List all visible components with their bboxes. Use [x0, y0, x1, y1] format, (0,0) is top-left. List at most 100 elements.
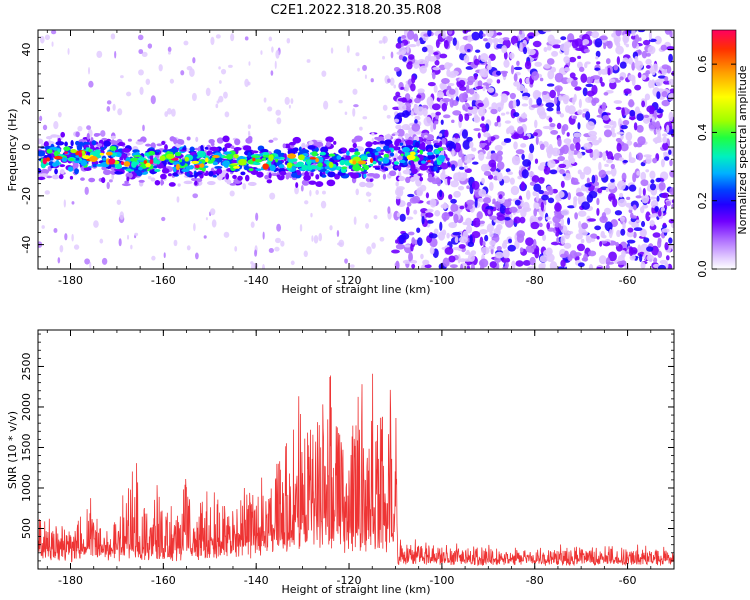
- heatmap-cell: [291, 172, 298, 178]
- heatmap-cell: [288, 141, 296, 146]
- heatmap-cell: [464, 43, 474, 53]
- heatmap-cell: [510, 35, 519, 46]
- heatmap-cell: [245, 174, 250, 182]
- heatmap-cell: [441, 229, 447, 236]
- heatmap-cell: [538, 263, 544, 269]
- heatmap-cell: [149, 154, 154, 161]
- heatmap-cell: [589, 233, 598, 240]
- x-tick-label: -180: [58, 274, 83, 287]
- heatmap-cell: [619, 61, 627, 69]
- heatmap-cell: [464, 168, 472, 174]
- heatmap-cell: [622, 119, 630, 126]
- heatmap-cell: [563, 242, 572, 249]
- heatmap-cell: [542, 90, 548, 96]
- heatmap-cell: [91, 140, 97, 146]
- heatmap-cell: [505, 168, 511, 173]
- heatmap-cell: [216, 168, 223, 175]
- heatmap-cell: [51, 49, 57, 59]
- heatmap-cell: [280, 240, 285, 247]
- heatmap-cell: [191, 160, 200, 165]
- heatmap-cell: [552, 150, 557, 154]
- x-tick-label: -80: [526, 274, 544, 287]
- heatmap-cell: [629, 247, 638, 255]
- heatmap-cell: [443, 39, 449, 49]
- heatmap-cell: [507, 198, 512, 202]
- heatmap-cell: [405, 176, 411, 184]
- spectrogram-panel: -180 -160 -140 -120 -100 -80 -60 -40 -20 0 20 40 He…: [6, 29, 675, 296]
- heatmap-cell: [653, 257, 658, 263]
- heatmap-cell: [479, 228, 488, 235]
- heatmap-cell: [488, 181, 494, 191]
- heatmap-cell: [550, 130, 559, 135]
- colorbar-tick-label: 0.4: [696, 124, 709, 142]
- heatmap-cell: [628, 116, 636, 120]
- heatmap-cell: [527, 48, 536, 56]
- heatmap-cell: [496, 32, 503, 36]
- heatmap-cell: [395, 243, 405, 250]
- heatmap-cell: [176, 196, 180, 203]
- snr-ylabel: SNR (10 * v/v): [6, 411, 19, 489]
- heatmap-cell: [472, 93, 480, 101]
- heatmap-cell: [484, 234, 489, 242]
- heatmap-cell: [525, 189, 531, 200]
- heatmap-cell: [319, 151, 327, 156]
- heatmap-cell: [486, 78, 493, 84]
- heatmap-cell: [478, 189, 487, 198]
- heatmap-cell: [496, 245, 502, 251]
- heatmap-cell: [604, 163, 609, 167]
- heatmap-cell: [416, 39, 421, 47]
- heatmap-cell: [503, 59, 510, 68]
- heatmap-cell: [310, 212, 313, 218]
- heatmap-cell: [426, 96, 434, 107]
- heatmap-cell: [411, 75, 416, 84]
- heatmap-cell: [664, 76, 669, 82]
- heatmap-cell: [561, 209, 570, 216]
- heatmap-cell: [534, 248, 540, 259]
- heatmap-cell: [382, 173, 387, 180]
- heatmap-cell: [609, 196, 616, 200]
- heatmap-cell: [603, 207, 612, 215]
- heatmap-cell: [311, 151, 318, 157]
- heatmap-cell: [570, 80, 578, 88]
- heatmap-cell: [515, 260, 524, 267]
- heatmap-cell: [102, 169, 112, 176]
- heatmap-cell: [64, 233, 68, 241]
- heatmap-cell: [571, 181, 580, 185]
- heatmap-cell: [398, 176, 406, 182]
- heatmap-cell: [384, 168, 389, 171]
- heatmap-cell: [575, 142, 581, 151]
- heatmap-cell: [375, 146, 382, 152]
- heatmap-cell: [119, 211, 124, 220]
- heatmap-cell: [137, 157, 146, 161]
- heatmap-cell: [216, 156, 223, 163]
- heatmap-cell: [100, 146, 105, 151]
- heatmap-cell: [432, 66, 441, 71]
- heatmap-cell: [583, 48, 590, 53]
- heatmap-cell: [116, 199, 122, 205]
- heatmap-cell: [500, 70, 509, 74]
- heatmap-cell: [171, 108, 176, 117]
- heatmap-cell: [634, 55, 639, 63]
- heatmap-cell: [640, 261, 646, 269]
- heatmap-cell: [404, 133, 409, 140]
- heatmap-cell: [154, 168, 161, 172]
- heatmap-cell: [340, 149, 347, 153]
- heatmap-cell: [482, 241, 486, 247]
- heatmap-cell: [176, 114, 182, 119]
- heatmap-cell: [406, 201, 412, 207]
- heatmap-cell: [616, 229, 621, 238]
- heatmap-cell: [542, 125, 552, 130]
- heatmap-cell: [416, 187, 424, 197]
- heatmap-cell: [89, 155, 98, 163]
- heatmap-cell: [86, 125, 92, 130]
- heatmap-cell: [97, 259, 103, 268]
- heatmap-cell: [259, 153, 264, 157]
- heatmap-cell: [489, 261, 497, 269]
- heatmap-cell: [387, 206, 391, 214]
- heatmap-cell: [127, 138, 132, 142]
- heatmap-cell: [101, 137, 108, 141]
- heatmap-cell: [509, 206, 518, 213]
- heatmap-cell: [346, 45, 350, 54]
- heatmap-cell: [420, 253, 424, 260]
- heatmap-cell: [529, 181, 536, 186]
